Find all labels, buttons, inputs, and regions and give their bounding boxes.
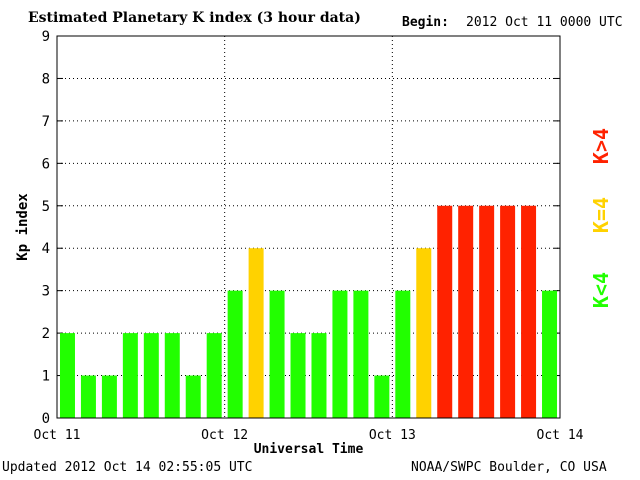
- kp-bar: [227, 290, 243, 418]
- y-axis-label: Kp index: [15, 193, 31, 261]
- kp-bar: [458, 205, 474, 418]
- kp-bar: [59, 333, 75, 418]
- y-tick-label: 7: [42, 114, 50, 130]
- kp-bar: [248, 248, 264, 418]
- kp-bar: [164, 333, 180, 418]
- x-tick-label: Oct 11: [34, 428, 81, 443]
- kp-bar: [269, 290, 285, 418]
- legend-high: K>4: [589, 128, 613, 164]
- kp-bar: [143, 333, 159, 418]
- y-tick-label: 9: [42, 29, 50, 45]
- kp-bar: [353, 290, 369, 418]
- kp-bar: [290, 333, 306, 418]
- kp-bar: [80, 375, 96, 418]
- y-tick-label: 5: [42, 199, 50, 215]
- kp-bar: [185, 375, 201, 418]
- kp-bar: [374, 375, 390, 418]
- x-axis-label: Universal Time: [254, 442, 364, 457]
- begin-label: Begin:: [402, 15, 449, 30]
- kp-bar: [395, 290, 411, 418]
- kp-bar: [500, 205, 516, 418]
- y-tick-label: 2: [42, 326, 50, 342]
- y-tick-label: 1: [42, 369, 50, 385]
- y-tick-label: 8: [42, 71, 50, 87]
- kp-bar: [311, 333, 327, 418]
- y-tick-label: 3: [42, 284, 50, 300]
- updated-timestamp: Updated 2012 Oct 14 02:55:05 UTC: [2, 460, 253, 475]
- kp-bar: [542, 290, 558, 418]
- kp-bar: [332, 290, 348, 418]
- y-tick-label: 0: [42, 411, 50, 427]
- y-tick-label: 6: [42, 156, 50, 172]
- kp-bar: [437, 205, 453, 418]
- legend-equal: K=4: [589, 197, 613, 233]
- chart-title: Estimated Planetary K index (3 hour data…: [28, 10, 361, 26]
- x-tick-label: Oct 13: [369, 428, 416, 443]
- kp-bar: [479, 205, 495, 418]
- kp-bar: [416, 248, 432, 418]
- kp-bar: [521, 205, 537, 418]
- kp-bar: [122, 333, 138, 418]
- y-tick-label: 4: [42, 241, 50, 257]
- plot-frame: [56, 35, 561, 419]
- begin-value: 2012 Oct 11 0000 UTC: [466, 15, 623, 30]
- credit-text: NOAA/SWPC Boulder, CO USA: [411, 460, 607, 475]
- legend-low: K<4: [589, 272, 613, 308]
- x-tick-label: Oct 12: [201, 428, 248, 443]
- kp-bar: [101, 375, 117, 418]
- x-tick-label: Oct 14: [537, 428, 584, 443]
- kp-bar: [206, 333, 222, 418]
